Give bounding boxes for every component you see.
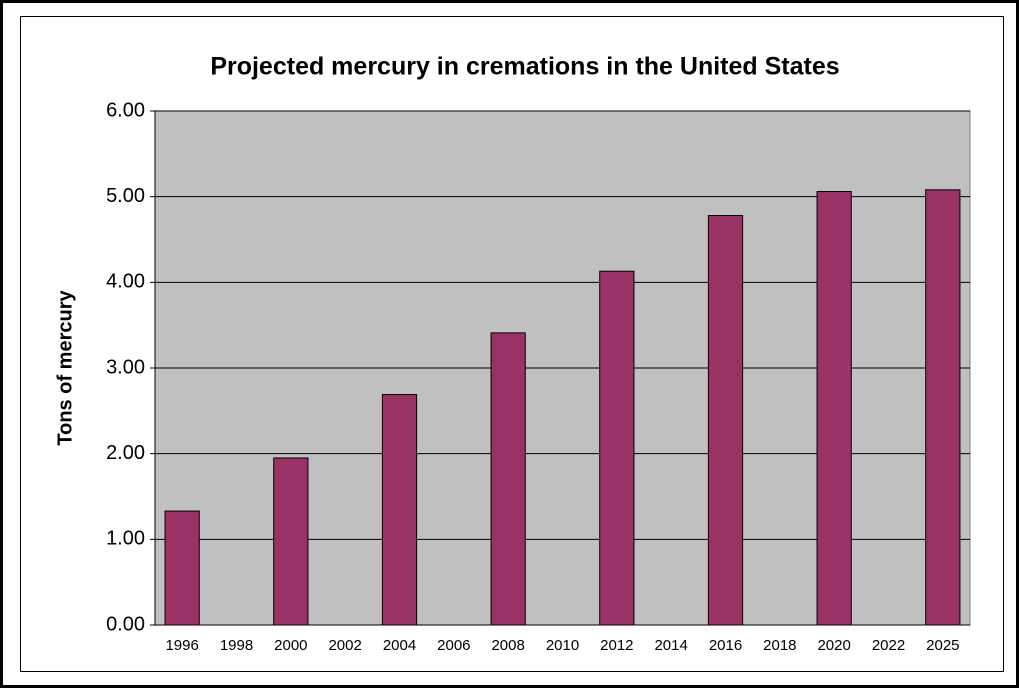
x-tick-label: 2012 (600, 637, 633, 654)
x-tick-label: 1998 (220, 637, 253, 654)
y-tick-label: 2.00 (106, 442, 145, 464)
x-tick-label: 2006 (437, 637, 470, 654)
bar (925, 189, 961, 626)
bar (273, 457, 309, 626)
x-tick-label: 2002 (328, 637, 361, 654)
y-axis-title: Tons of mercury (54, 290, 76, 446)
x-tick-label: 2025 (926, 637, 959, 654)
y-tick-label: 3.00 (106, 356, 145, 378)
x-tick-label: 1996 (165, 637, 198, 654)
x-tick-label: 2016 (709, 637, 742, 654)
x-tick-label: 2020 (817, 637, 850, 654)
x-tick-label: 2018 (763, 637, 796, 654)
x-tick-label: 2000 (274, 637, 307, 654)
y-tick-label: 1.00 (106, 528, 145, 550)
bar (816, 191, 852, 626)
y-tick-label: 6.00 (106, 99, 145, 121)
bar (164, 510, 200, 626)
chart-title: Projected mercury in cremations in the U… (210, 53, 839, 81)
x-tick-label: 2008 (491, 637, 524, 654)
bar (490, 332, 526, 626)
y-tick-label: 0.00 (106, 613, 145, 635)
x-tick-label: 2004 (383, 637, 416, 654)
y-tick-label: 5.00 (106, 185, 145, 207)
x-tick-label: 2010 (546, 637, 579, 654)
y-tick-label: 4.00 (106, 271, 145, 293)
x-tick-label: 2014 (654, 637, 687, 654)
bar (381, 394, 418, 626)
bar (599, 270, 635, 626)
bar (707, 215, 744, 626)
x-tick-label: 2022 (872, 637, 905, 654)
